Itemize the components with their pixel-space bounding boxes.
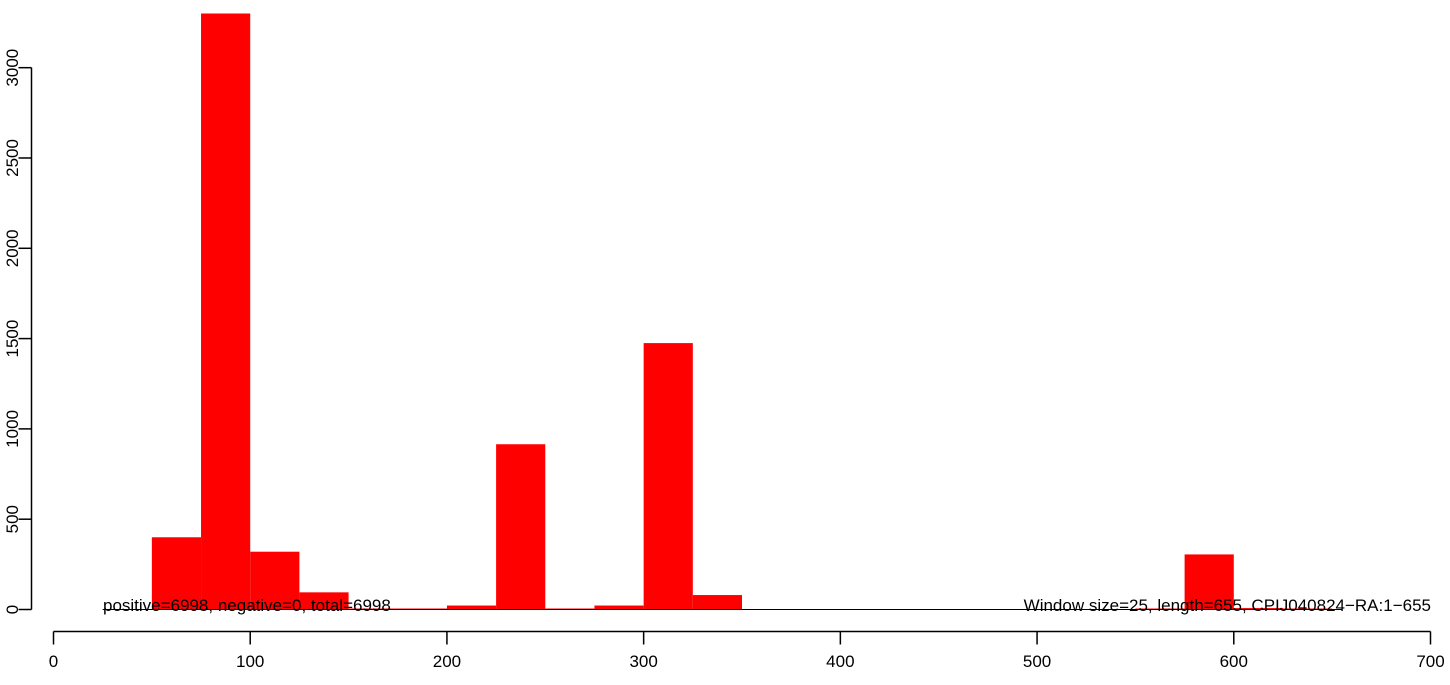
- x-tick-label: 600: [1220, 652, 1248, 671]
- histogram-bar: [594, 605, 644, 610]
- histogram-bar: [151, 537, 202, 610]
- annotation-right: Window size=25, length=655, CPIJ040824−R…: [1024, 596, 1431, 615]
- histogram-bar: [299, 592, 349, 610]
- x-tick-label: 500: [1023, 652, 1051, 671]
- x-tick-label: 100: [236, 652, 264, 671]
- y-tick-label: 2500: [3, 139, 22, 177]
- histogram-bar: [250, 551, 300, 610]
- y-tick-label: 500: [3, 505, 22, 533]
- histogram-bar: [692, 595, 742, 610]
- y-tick-label: 0: [3, 605, 22, 614]
- y-tick-label: 3000: [3, 49, 22, 87]
- histogram-bar: [643, 343, 693, 610]
- histogram-bar: [1233, 608, 1283, 610]
- x-tick-label: 0: [49, 652, 58, 671]
- annotation-left: positive=6998, negative=0, total=6998: [103, 596, 391, 615]
- x-tick-label: 700: [1416, 652, 1444, 671]
- x-tick-label: 200: [433, 652, 461, 671]
- y-tick-label: 1500: [3, 320, 22, 358]
- x-tick-label: 400: [826, 652, 854, 671]
- y-tick-label: 1000: [3, 410, 22, 448]
- x-axis: 0 100 200 300 400 500 600 700: [49, 630, 1445, 671]
- bars-group: [151, 13, 1333, 610]
- x-tick-label: 300: [629, 652, 657, 671]
- histogram-bar: [446, 605, 497, 610]
- histogram-bar: [496, 444, 546, 610]
- y-axis: 0 500 1000 1500 2000 2500 3000: [3, 49, 33, 614]
- histogram-bar: [201, 13, 251, 610]
- y-tick-label: 2000: [3, 229, 22, 267]
- histogram-bar: [1184, 554, 1234, 610]
